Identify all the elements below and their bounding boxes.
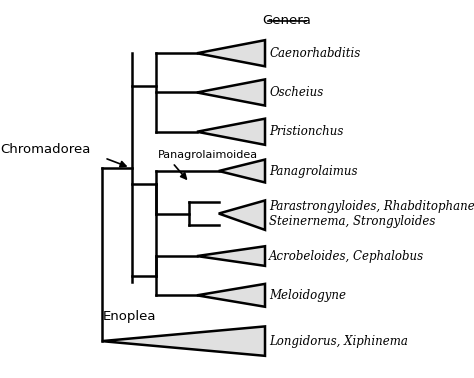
Text: Enoplea: Enoplea (103, 310, 156, 323)
Text: Parastrongyloides, Rhabditophanes,
Steinernema, Strongyloides: Parastrongyloides, Rhabditophanes, Stein… (269, 200, 474, 228)
Polygon shape (102, 326, 265, 356)
Polygon shape (197, 40, 265, 66)
Text: Acrobeloides, Cephalobus: Acrobeloides, Cephalobus (269, 249, 424, 263)
Text: Caenorhabditis: Caenorhabditis (269, 47, 360, 60)
Polygon shape (197, 119, 265, 145)
Polygon shape (197, 246, 265, 266)
Text: Oscheius: Oscheius (269, 86, 323, 99)
Text: Longidorus, Xiphinema: Longidorus, Xiphinema (269, 335, 408, 348)
Text: Chromadorea: Chromadorea (0, 143, 91, 156)
Text: Genera: Genera (262, 14, 311, 27)
Text: Panagrolaimus: Panagrolaimus (269, 164, 357, 178)
Polygon shape (219, 160, 265, 183)
Polygon shape (219, 200, 265, 230)
Text: Panagrolaimoidea: Panagrolaimoidea (157, 150, 258, 160)
Text: Meloidogyne: Meloidogyne (269, 289, 346, 302)
Text: Pristionchus: Pristionchus (269, 125, 344, 138)
Polygon shape (197, 79, 265, 105)
Polygon shape (197, 284, 265, 307)
